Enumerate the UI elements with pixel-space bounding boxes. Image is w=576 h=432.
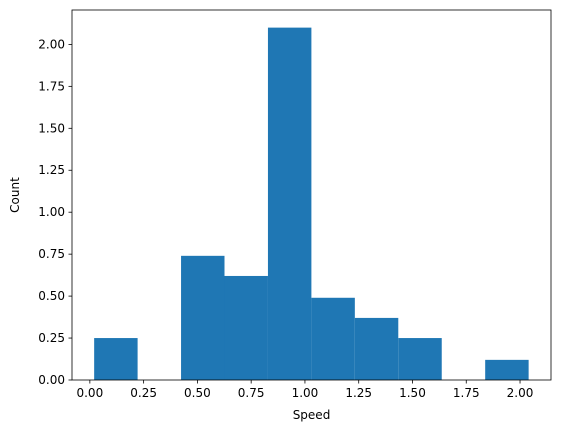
x-axis-label: Speed (293, 408, 331, 422)
histogram-bar-2 (181, 255, 225, 380)
histogram-bar-0 (94, 338, 138, 380)
y-tick-label: 0.50 (38, 289, 65, 303)
histogram-bar-7 (398, 338, 442, 380)
y-axis-ticks: 0.00 0.25 0.50 0.75 1.00 1.25 1.50 1.75 2.00 (38, 37, 72, 387)
plot-area-frame (71, 9, 552, 381)
histogram-bar-4 (267, 27, 312, 380)
histogram-bar-5 (311, 297, 355, 380)
x-tick-label: 0.00 (76, 386, 103, 400)
x-tick-label: 1.00 (292, 386, 319, 400)
y-tick-label: 1.00 (38, 205, 65, 219)
y-tick-label: 0.00 (38, 373, 65, 387)
x-tick-label: 2.00 (507, 386, 534, 400)
x-tick-label: 0.25 (130, 386, 157, 400)
x-axis-ticks: 0.00 0.25 0.50 0.75 1.00 1.25 1.50 1.75 2.00 (76, 380, 533, 400)
y-tick-label: 0.25 (38, 331, 65, 345)
y-tick-label: 1.25 (38, 163, 65, 177)
histogram-bar-6 (354, 317, 399, 380)
y-tick-label: 1.75 (38, 79, 65, 93)
bars-group (94, 27, 529, 380)
y-axis-label: Count (8, 177, 22, 213)
x-tick-label: 1.25 (345, 386, 372, 400)
x-tick-label: 1.75 (453, 386, 480, 400)
x-tick-label: 0.75 (238, 386, 265, 400)
y-tick-label: 1.50 (38, 121, 65, 135)
x-tick-label: 0.50 (184, 386, 211, 400)
histogram-bar-9 (485, 359, 529, 380)
y-tick-label: 0.75 (38, 247, 65, 261)
x-tick-label: 1.50 (399, 386, 426, 400)
histogram-bar-3 (224, 275, 268, 380)
y-tick-label: 2.00 (38, 37, 65, 51)
